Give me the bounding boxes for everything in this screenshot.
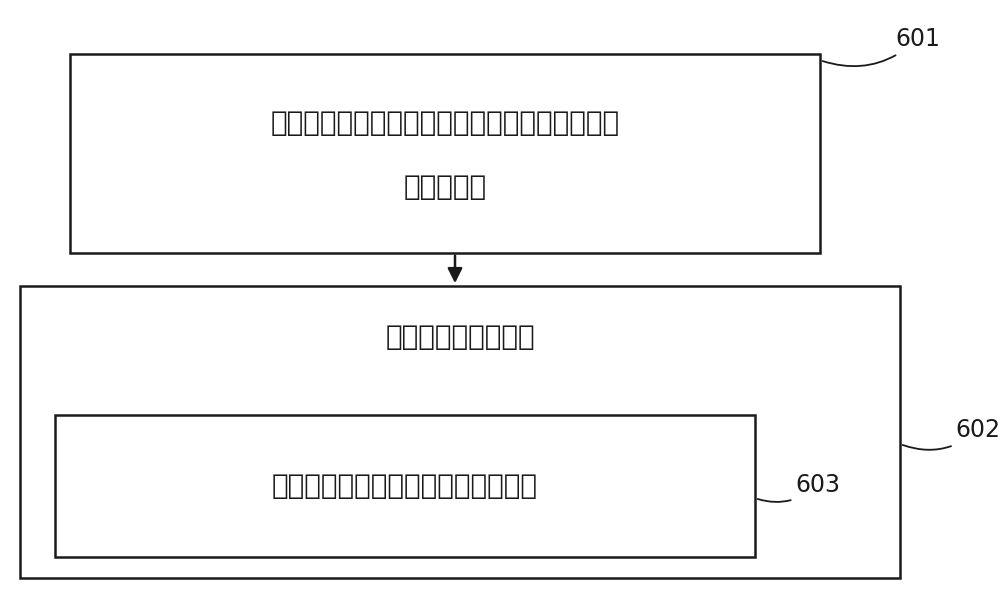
Text: 601: 601: [823, 27, 940, 66]
Bar: [55, 415, 755, 557]
Bar: [20, 286, 900, 578]
Text: 602: 602: [903, 418, 1000, 450]
Text: 603: 603: [758, 473, 840, 502]
Bar: [70, 54, 820, 253]
Text: 获取视频数据对应的点云以及点云的属性所对应: 获取视频数据对应的点云以及点云的属性所对应: [270, 110, 620, 137]
Text: 对变换系数进行编码: 对变换系数进行编码: [385, 323, 535, 351]
Text: 在变换系数的多个位平面上进行迭代: 在变换系数的多个位平面上进行迭代: [272, 472, 538, 500]
Text: 的变换系数: 的变换系数: [403, 173, 487, 200]
